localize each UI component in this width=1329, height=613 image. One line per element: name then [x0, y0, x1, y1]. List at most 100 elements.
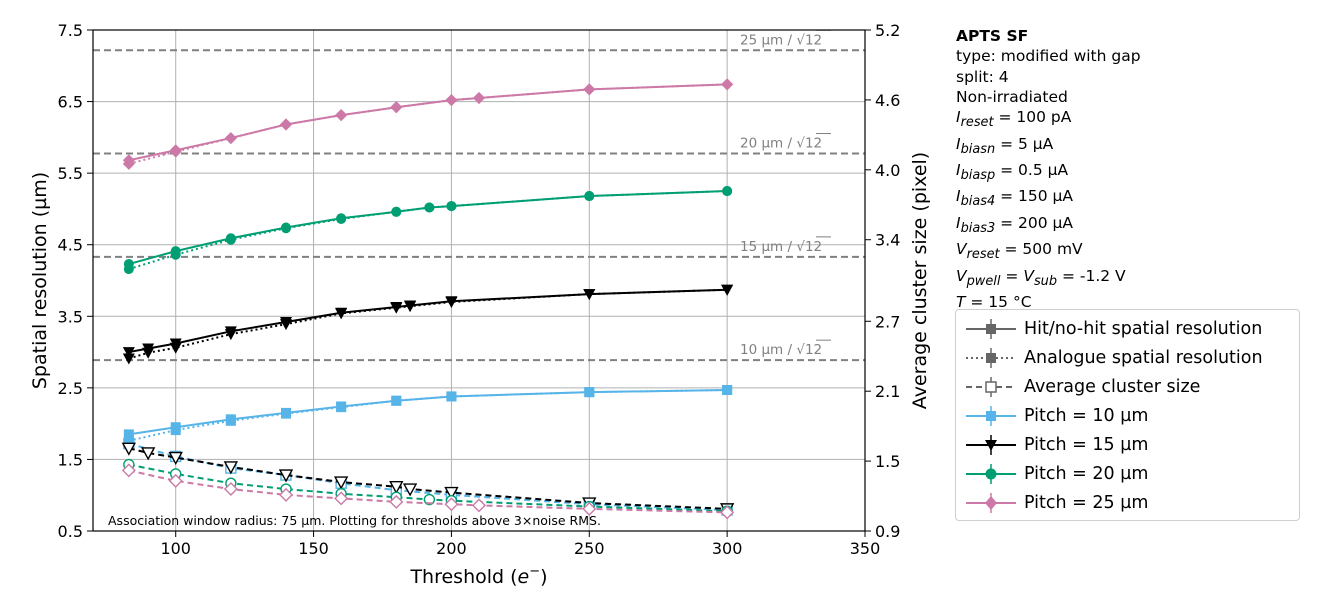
legend-analogue-dotted-icon [966, 348, 1016, 368]
hit-no-hit-point [225, 414, 236, 425]
cluster-size-point [389, 481, 404, 495]
x-tick-label: 150 [298, 539, 329, 558]
hit-no-hit-line [128, 288, 728, 354]
hit-no-hit-point [336, 401, 347, 412]
cluster-size-point [720, 505, 735, 520]
hit-no-hit-point [721, 284, 734, 296]
cluster-size-point [278, 469, 294, 483]
cluster-size-point [389, 494, 404, 509]
hit-no-hit-point [224, 132, 237, 145]
reference-line-label: 10 µm / √12 [740, 342, 822, 358]
hit-no-hit-point [390, 301, 403, 313]
hit-no-hit-point [123, 259, 134, 270]
legend-label: Pitch = 10 µm [1024, 406, 1149, 426]
hit-no-hit-point [424, 202, 435, 213]
y-left-tick-label: 0.5 [58, 522, 83, 541]
reference-line-label: 20 µm / √12 [740, 136, 822, 152]
hit-no-hit-point [584, 387, 595, 398]
hit-no-hit-point [446, 391, 457, 402]
legend-analogue: Analogue spatial resolution [956, 344, 1299, 373]
cluster-size-point [223, 461, 239, 475]
legend-label: Analogue spatial resolution [1024, 348, 1263, 368]
info-title: APTS SF [956, 27, 1029, 45]
cluster-size-point [334, 491, 349, 506]
y-left-tick-label: 1.5 [58, 450, 83, 469]
hit-no-hit-point [123, 429, 134, 440]
hit-no-hit-point [170, 422, 181, 433]
y-left-tick-label: 7.5 [58, 21, 83, 40]
legend-label: Pitch = 25 µm [1024, 493, 1149, 513]
hit-no-hit-point [281, 222, 291, 233]
hit-no-hit-point [169, 338, 182, 350]
legend-pitch-10: Pitch = 10 µm [956, 402, 1299, 431]
cluster-size-point [423, 493, 436, 506]
legend-diamond-marker-icon [966, 493, 1016, 513]
hit-no-hit-point [335, 307, 348, 319]
x-tick-label: 100 [160, 539, 191, 558]
parameter-box: APTS SF type: modified with gap split: 4… [956, 26, 1141, 312]
x-tick-label: 200 [436, 539, 467, 558]
hit-no-hit-point [142, 343, 155, 355]
annotation-text: Association window radius: 75 µm. Plotti… [108, 513, 601, 528]
cluster-size-point [168, 451, 183, 466]
info-v-pwell: Vpwell = Vsub = -1.2 V [956, 266, 1126, 289]
hit-no-hit-point [281, 407, 291, 418]
hit-no-hit-point [169, 144, 182, 157]
legend-pitch-15: Pitch = 15 µm [956, 431, 1299, 460]
cluster-size-point [333, 476, 349, 490]
legend: Hit/no-hit spatial resolution Analogue s… [955, 309, 1300, 521]
cluster-size-point [279, 487, 293, 502]
info-i-bias3: Ibias3 = 200 µA [956, 213, 1074, 236]
legend-square-marker-icon [966, 406, 1016, 426]
hit-no-hit-point [445, 296, 458, 308]
cluster-size-point [168, 473, 183, 488]
x-tick-label: 300 [712, 539, 743, 558]
analogue-line [128, 83, 728, 165]
y-left-axis-label: Spatial resolution (µm) [29, 172, 51, 389]
info-i-reset: Ireset = 100 pA [956, 108, 1072, 131]
x-tick-label: 350 [850, 539, 881, 558]
hit-no-hit-point [722, 186, 733, 197]
legend-triangle-marker-icon [966, 435, 1016, 455]
hit-no-hit-point [280, 317, 292, 329]
hit-no-hit-point [224, 326, 237, 338]
y-right-tick-label: 4.0 [875, 161, 900, 180]
legend-cluster-size: Average cluster size [956, 373, 1299, 402]
hit-no-hit-point [583, 289, 596, 301]
legend-cluster-size-dashed-icon [966, 377, 1016, 397]
y-right-axis-label: Average cluster size (pixel) [909, 152, 931, 409]
info-v-reset: Vreset = 500 mV [956, 240, 1083, 263]
legend-label: Hit/no-hit spatial resolution [1024, 319, 1263, 339]
cluster-size-point [444, 497, 459, 512]
analogue-line [128, 288, 728, 360]
legend-label: Pitch = 20 µm [1024, 464, 1149, 484]
cluster-size-point [121, 442, 137, 456]
hit-no-hit-point [445, 94, 458, 107]
hit-no-hit-point [280, 118, 292, 131]
info-i-bias4: Ibias4 = 150 µA [956, 187, 1074, 210]
legend-pitch-25: Pitch = 25 µm [956, 489, 1299, 518]
hit-no-hit-point [225, 233, 236, 244]
plot-frame [92, 29, 866, 532]
cluster-size-point [582, 501, 597, 516]
hit-no-hit-point [583, 83, 596, 96]
y-right-tick-label: 5.2 [875, 21, 900, 40]
hit-no-hit-point [446, 201, 457, 212]
hit-no-hit-line [128, 190, 728, 266]
reference-line-label: 15 µm / √12 [740, 239, 822, 255]
y-left-tick-label: 5.5 [58, 164, 83, 183]
legend-hit-no-hit-line-icon [966, 319, 1016, 339]
info-temperature: T = 15 °C [956, 292, 1032, 311]
hit-no-hit-point [336, 213, 347, 224]
legend-label: Pitch = 15 µm [1024, 435, 1149, 455]
y-right-tick-label: 1.5 [875, 452, 900, 471]
y-left-tick-label: 6.5 [58, 93, 83, 112]
hit-no-hit-point [722, 385, 733, 396]
cluster-size-point [223, 482, 238, 497]
cluster-size-point [402, 483, 418, 497]
cluster-size-point [140, 447, 156, 461]
hit-no-hit-point [122, 347, 135, 359]
y-right-tick-label: 3.4 [875, 231, 900, 250]
legend-pitch-20: Pitch = 20 µm [956, 460, 1299, 489]
reference-line-label: 25 µm / √12 [740, 32, 822, 48]
